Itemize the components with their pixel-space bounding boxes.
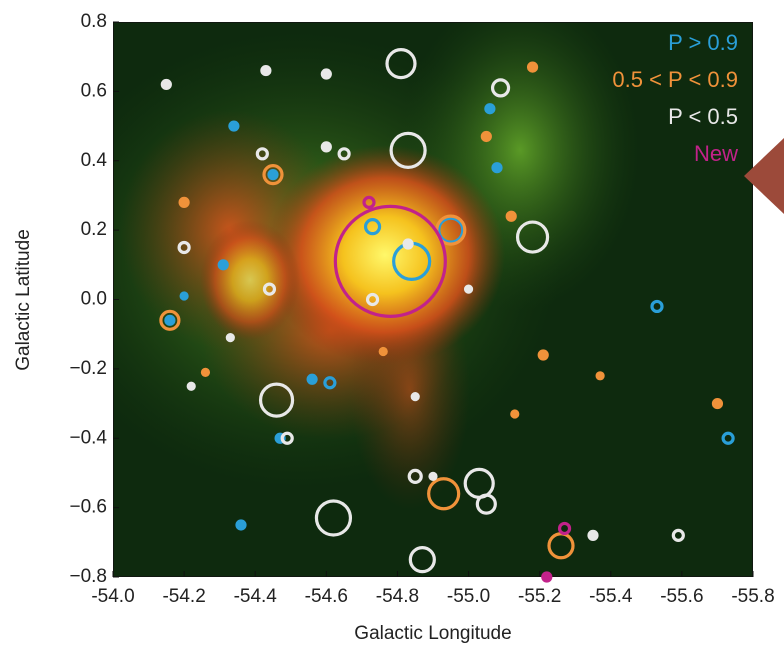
source-ring: [362, 195, 376, 209]
x-tick-label: -54.4: [234, 586, 278, 607]
source-ring: [541, 571, 553, 583]
source-ring: [365, 292, 380, 307]
source-ring: [323, 376, 337, 390]
x-tick-label: -55.2: [518, 586, 561, 607]
source-ring: [177, 240, 191, 255]
source-ring: [650, 299, 664, 314]
source-ring: [510, 409, 520, 419]
marks: [159, 48, 735, 583]
tick-group: -54.0 -54.2 -54.4 -54.6 -54.8 -55.0 -55.2 -55.4…: [69, 11, 774, 607]
source-ring: [320, 141, 332, 153]
source-ring: [385, 48, 417, 80]
x-tick-label: -54.2: [162, 586, 205, 607]
source-ring: [280, 431, 294, 445]
legend-entry: 0.5 < P < 0.9: [612, 67, 738, 92]
source-ring: [490, 78, 511, 98]
source-ring: [721, 431, 735, 445]
legend-entry: New: [694, 141, 738, 166]
source-ring: [463, 284, 474, 294]
source-ring: [337, 147, 351, 161]
source-ring: [408, 546, 436, 574]
source-ring: [537, 349, 549, 361]
source-ring: [178, 196, 190, 208]
source-ring: [515, 220, 550, 254]
source-ring: [428, 471, 438, 482]
y-tick-label: 0.2: [81, 219, 107, 240]
source-ring: [262, 282, 277, 296]
source-ring: [407, 468, 423, 485]
legend-entry: P < 0.5: [668, 104, 738, 129]
source-ring: [200, 367, 211, 377]
source-ring: [402, 238, 414, 250]
source-ring: [711, 397, 724, 410]
source-ring: [437, 216, 465, 244]
source-ring: [260, 64, 272, 77]
source-ring: [306, 373, 318, 385]
y-tick-label: 0.6: [81, 80, 107, 101]
source-ring: [159, 309, 181, 331]
source-ring: [320, 68, 332, 80]
x-tick-label: -55.4: [589, 586, 633, 607]
source-ring: [491, 162, 503, 174]
source-ring: [595, 371, 605, 381]
y-tick-label: −0.4: [69, 427, 107, 448]
x-tick-label: -55.0: [447, 586, 490, 607]
source-ring: [267, 169, 279, 181]
source-ring: [480, 130, 492, 143]
source-ring: [557, 521, 572, 536]
source-ring: [427, 477, 461, 511]
source-ring: [378, 346, 388, 357]
source-ring: [228, 120, 240, 132]
source-ring: [262, 164, 284, 186]
source-ring: [255, 147, 269, 161]
source-ring: [333, 204, 447, 318]
source-ring: [217, 259, 229, 271]
x-tick-label: -54.6: [305, 586, 348, 607]
source-ring: [526, 61, 539, 73]
source-ring: [235, 519, 247, 531]
x-tick-label: -54.0: [91, 586, 134, 607]
y-tick-label: −0.8: [69, 566, 107, 587]
source-ring: [587, 529, 599, 541]
pointer-arrow: [744, 138, 784, 214]
source-ring: [484, 103, 496, 115]
y-axis-label: Galactic Latitude: [13, 229, 34, 371]
source-ring: [160, 78, 172, 91]
source-ring: [389, 131, 427, 169]
source-ring: [671, 528, 685, 542]
source-ring: [314, 499, 353, 537]
legend: P > 0.9 0.5 < P < 0.9 P < 0.5 New: [612, 30, 738, 166]
source-ring: [258, 382, 295, 418]
y-tick-label: −0.2: [69, 358, 107, 379]
x-tick-label: -55.6: [660, 586, 703, 607]
source-ring: [164, 314, 176, 326]
source-ring: [410, 392, 420, 402]
source-ring: [225, 333, 235, 343]
source-ring: [363, 218, 382, 236]
legend-entry: P > 0.9: [668, 30, 738, 55]
source-ring: [505, 210, 517, 222]
y-tick-label: −0.6: [69, 497, 107, 518]
y-tick-label: 0.8: [81, 11, 107, 32]
source-ring: [186, 381, 196, 391]
source-ring: [475, 493, 497, 515]
x-tick-label: -55.8: [731, 586, 774, 607]
source-ring: [179, 291, 189, 301]
x-tick-label: -54.8: [376, 586, 419, 607]
x-axis-label: Galactic Longitude: [354, 623, 511, 644]
y-tick-label: 0.4: [81, 150, 108, 171]
y-tick-label: 0.0: [81, 289, 107, 310]
